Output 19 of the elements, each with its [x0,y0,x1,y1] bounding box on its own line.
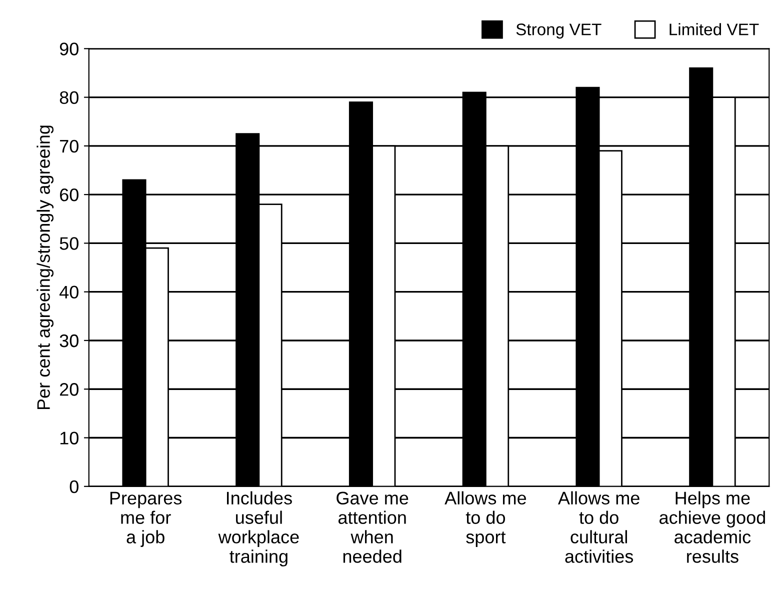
y-tick-label: 40 [60,286,78,299]
y-tick-label: 20 [60,383,78,396]
y-tick-label: 90 [60,42,78,56]
legend-label: Strong VET [516,24,602,39]
y-tick-label: 70 [60,140,78,153]
x-tick-label: Gave me attention when needed [336,492,408,563]
y-axis-title: Per cent agreeing/strongly agreeing [36,126,54,410]
x-tick-label: Allows me to do sport [444,491,526,547]
y-tick-label: 60 [60,188,78,202]
y-tick-label: 50 [60,237,78,250]
y-tick-label: 0 [70,480,78,494]
x-tick-label: Allows me to do cultural activities [558,491,640,563]
legend-label: Limited VET [670,23,759,36]
y-tick-label: 30 [60,334,78,348]
x-tick-label: Helps me achieve good academic results [660,491,765,563]
x-tick-label: Includes useful workplace training [218,491,299,566]
y-tick-label: 80 [60,91,78,104]
x-tick-label: Prepares me for a job [110,492,182,547]
y-tick-label: 10 [60,432,78,444]
